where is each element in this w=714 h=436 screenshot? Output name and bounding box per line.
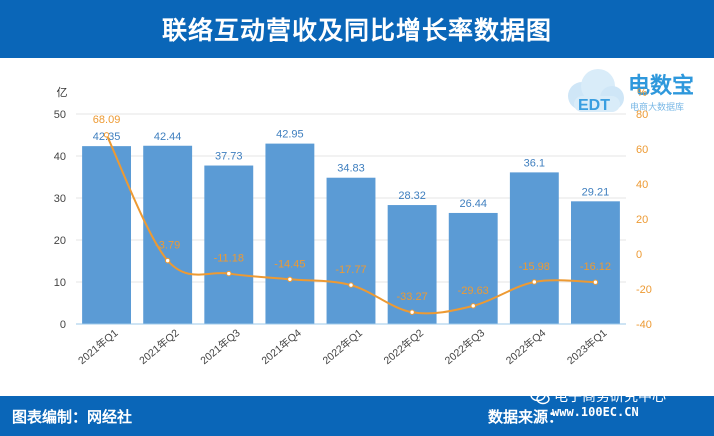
growth-rate-label: -15.98: [519, 261, 550, 273]
bar: [204, 165, 254, 324]
x-tick-label: 2023年Q1: [564, 326, 609, 367]
watermark-site: www.100EC.CN: [552, 405, 639, 419]
growth-rate-point: [409, 309, 415, 315]
wechat-icon: [530, 388, 550, 405]
bar: [571, 201, 620, 324]
y-right-tick-label: 60: [636, 144, 648, 156]
chart-title: 联络互动营收及同比增长率数据图: [161, 16, 552, 45]
bar: [82, 146, 131, 324]
bar: [509, 172, 559, 324]
bar-value-label: 28.32: [398, 190, 426, 202]
growth-rate-label: -17.77: [335, 264, 366, 276]
bar-value-label: 34.83: [337, 163, 365, 175]
growth-rate-point: [226, 270, 232, 277]
growth-rate-point: [531, 279, 538, 285]
y-left-tick-label: 10: [54, 277, 66, 289]
edt-logo: EDT 电数宝 电商大数据库: [560, 62, 710, 124]
bar-value-label: 29.21: [582, 186, 610, 198]
growth-rate-point: [103, 132, 110, 138]
bar-value-label: 26.44: [459, 198, 487, 210]
logo-brand: 电数宝: [628, 74, 695, 99]
growth-rate-label: -14.45: [274, 258, 305, 270]
y-right-tick-label: 20: [636, 214, 648, 226]
growth-rate-label: -29.63: [458, 285, 489, 297]
bar-value-label: 42.44: [154, 131, 182, 143]
y-right-tick-label: -40: [636, 319, 652, 331]
cloud-icon: EDT: [568, 69, 624, 114]
growth-rate-point: [348, 282, 354, 288]
x-tick-label: 2022年Q1: [320, 326, 365, 367]
y-right-tick-label: 80: [636, 109, 648, 121]
x-tick-label: 2021年Q4: [259, 326, 304, 367]
y-right-tick-label: -20: [636, 284, 652, 296]
growth-rate-label: 68.09: [93, 114, 121, 126]
y-left-tick-label: 0: [60, 319, 66, 331]
y-right-tick-label: 0: [636, 249, 642, 261]
growth-rate-point: [287, 276, 293, 282]
y-left-tick-label: 30: [54, 193, 66, 205]
growth-rate-point: [592, 279, 599, 285]
watermark-name: 电子商务研究中心: [554, 389, 666, 405]
footer-bar: 图表编制：网经社 数据来源：: [0, 396, 714, 436]
x-tick-label: 2021年Q3: [198, 326, 243, 367]
bar: [387, 205, 437, 324]
watermark: 电子商务研究中心 www.100EC.CN: [530, 386, 710, 422]
growth-rate-label: -16.12: [580, 261, 611, 273]
logo-sub: 电商大数据库: [630, 103, 685, 113]
bar: [265, 143, 315, 324]
y-left-tick-label: 40: [54, 151, 66, 163]
x-tick-label: 2021年Q1: [75, 326, 120, 367]
x-tick-label: 2022年Q2: [381, 326, 426, 367]
x-tick-label: 2022年Q3: [442, 326, 487, 367]
title-bar: 联络互动营收及同比增长率数据图: [0, 0, 714, 58]
logo-mark: EDT: [578, 97, 610, 114]
bar-value-label: 42.95: [276, 129, 304, 141]
growth-rate-label: -11.18: [214, 253, 244, 265]
x-tick-label: 2021年Q2: [137, 326, 182, 367]
y-left-tick-label: 20: [54, 235, 66, 247]
y-right-unit: %: [637, 87, 647, 99]
bar-value-label: 37.73: [215, 151, 243, 163]
x-tick-label: 2022年Q4: [503, 326, 548, 367]
growth-rate-label: -3.79: [155, 240, 180, 252]
growth-rate-point: [164, 257, 171, 264]
y-left-tick-label: 50: [54, 109, 66, 121]
growth-rate-label: -33.27: [397, 291, 428, 303]
bar-value-label: 36.1: [524, 157, 545, 169]
combo-chart: 01020304050-40-20020406080亿%42.3542.4437…: [54, 86, 652, 367]
bar: [326, 177, 376, 324]
data-source: 数据来源：: [488, 408, 564, 426]
y-right-tick-label: 40: [636, 179, 648, 191]
y-left-unit: 亿: [57, 86, 68, 99]
chart-area: 01020304050-40-20020406080亿%42.3542.4437…: [0, 58, 714, 396]
growth-rate-point: [470, 303, 476, 309]
chart-editor: 图表编制：网经社: [12, 408, 133, 426]
